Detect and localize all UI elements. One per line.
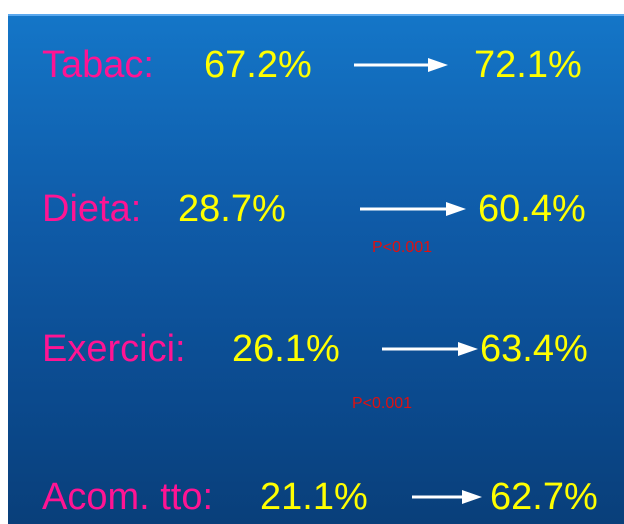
row-dieta: Dieta: 28.7% 60.4% <box>8 184 624 234</box>
arrow-right-icon <box>382 342 478 356</box>
row-exercici: Exercici: 26.1% 63.4% <box>8 324 624 374</box>
arrow-right-icon <box>412 490 482 504</box>
arrow-right-icon <box>360 202 466 216</box>
row-label: Tabac: <box>42 44 154 86</box>
value-before: 26.1% <box>232 328 340 370</box>
value-before: 67.2% <box>204 44 312 86</box>
value-before: 28.7% <box>178 188 286 230</box>
value-before: 21.1% <box>260 476 368 518</box>
value-after: 60.4% <box>478 188 586 230</box>
value-after: 62.7% <box>490 476 598 518</box>
row-label: Acom. tto: <box>42 476 214 518</box>
row-tabac: Tabac: 67.2% 72.1% <box>8 40 624 90</box>
row-label: Dieta: <box>42 188 142 230</box>
value-after: 72.1% <box>474 44 582 86</box>
slide: Tabac: 67.2% 72.1% Dieta: 28.7% 60.4% P<… <box>8 14 624 524</box>
arrow-right-icon <box>354 58 448 72</box>
row-acom-tto: Acom. tto: 21.1% 62.7% <box>8 472 624 522</box>
row-label: Exercici: <box>42 328 186 370</box>
p-value: P<0.001 <box>372 239 433 256</box>
p-value: P<0.001 <box>352 395 413 412</box>
value-after: 63.4% <box>480 328 588 370</box>
